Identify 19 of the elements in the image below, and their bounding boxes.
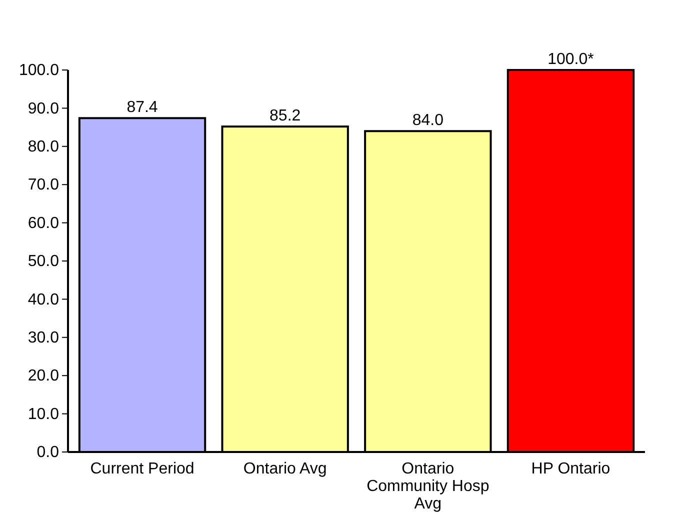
y-tick-label: 100.0 bbox=[18, 62, 60, 80]
data-label: 100.0* bbox=[548, 51, 594, 68]
y-tick-label: 70.0 bbox=[28, 176, 60, 194]
x-tick-label: Ontario Avg bbox=[243, 460, 327, 478]
x-tick-label: HP Ontario bbox=[531, 460, 610, 478]
x-tick-label: Current Period bbox=[90, 460, 194, 478]
data-label: 85.2 bbox=[270, 108, 301, 125]
x-tick-label: Ontario Community Hosp Avg bbox=[366, 460, 490, 513]
y-tick-label: 10.0 bbox=[28, 406, 60, 423]
y-tick-label: 80.0 bbox=[28, 138, 60, 156]
y-tick-label: 30.0 bbox=[28, 330, 60, 347]
y-tick-label: 50.0 bbox=[28, 253, 60, 270]
data-label: 84.0 bbox=[412, 112, 444, 130]
y-tick-label: 0.0 bbox=[36, 444, 60, 462]
y-tick-label: 90.0 bbox=[28, 100, 60, 118]
y-tick-label: 20.0 bbox=[28, 368, 60, 385]
y-tick-label: 60.0 bbox=[28, 214, 60, 232]
data-label: 87.4 bbox=[126, 99, 158, 116]
y-tick-label: 40.0 bbox=[28, 291, 60, 308]
